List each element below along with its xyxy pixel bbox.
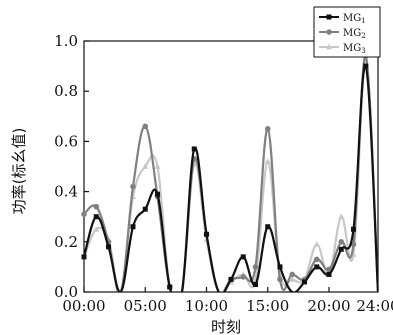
x-tick-label: 24:00: [356, 297, 393, 315]
legend-item-mg3: MG3: [319, 43, 366, 55]
data-point-mg2: [277, 276, 283, 283]
y-tick-label: 1.0: [54, 32, 78, 50]
data-point-mg3: [93, 226, 100, 232]
y-tick-label: 0.6: [54, 132, 78, 150]
data-point-mg3: [338, 213, 345, 220]
x-tick-label: 15:00: [246, 297, 289, 315]
plot-frame: [83, 40, 379, 293]
data-point-mg1: [130, 224, 136, 230]
legend-label-sub: 2: [361, 32, 365, 40]
data-point-mg1: [191, 146, 197, 152]
data-point-mg1: [265, 224, 271, 230]
data-point-mg1: [204, 231, 209, 237]
legend-item-mg1: MG1: [319, 13, 366, 25]
legend-item-mg2: MG2: [319, 28, 366, 40]
legend-marker: [326, 29, 332, 35]
y-axis-title: 功率(标幺值): [10, 128, 28, 215]
x-axis-title: 时刻: [211, 318, 241, 335]
x-tick-label: 10:00: [185, 297, 228, 315]
x-tick-label: 05:00: [124, 297, 167, 315]
data-point-mg2: [93, 203, 100, 210]
data-point-mg1: [240, 254, 246, 260]
data-point-mg2: [326, 266, 332, 273]
data-point-mg1: [142, 206, 148, 212]
data-point-mg1: [106, 244, 111, 250]
data-point-mg3: [142, 163, 149, 169]
data-point-mg1: [314, 264, 320, 270]
data-point-mg1: [253, 281, 258, 287]
legend-label: MG3: [343, 43, 366, 55]
legend-label-name: MG: [343, 13, 361, 24]
data-point-mg1: [363, 63, 369, 69]
data-point-mg2: [142, 123, 149, 130]
data-point-mg2: [338, 239, 345, 245]
legend-marker: [326, 14, 332, 20]
data-point-mg1: [277, 264, 283, 270]
data-point-mg1: [93, 214, 99, 220]
x-tick-label: 00:00: [62, 297, 105, 315]
x-tick-label: 20:00: [307, 297, 350, 315]
legend-label-name: MG: [343, 43, 361, 54]
data-point-mg3: [264, 158, 271, 164]
data-point-mg1: [326, 271, 332, 277]
data-point-mg1: [228, 276, 234, 282]
legend-label-sub: 1: [361, 17, 365, 25]
data-point-mg1: [338, 246, 344, 252]
data-point-mg2: [289, 271, 296, 278]
legend-label: MG2: [343, 28, 366, 40]
data-point-mg1: [81, 254, 87, 260]
y-tick-label: 0.4: [54, 183, 78, 201]
legend-marker: [326, 43, 332, 50]
data-point-mg3: [154, 163, 161, 169]
data-point-mg1: [167, 284, 173, 290]
data-point-mg2: [264, 126, 271, 132]
data-point-mg2: [313, 256, 320, 263]
data-point-mg1: [302, 279, 307, 285]
y-tick-label: 0.8: [54, 82, 78, 100]
series-line-mg1: [84, 64, 378, 292]
y-tick-label: 0.0: [54, 283, 78, 301]
data-point-mg3: [313, 241, 320, 247]
data-point-mg1: [351, 226, 356, 232]
legend-label-sub: 3: [361, 47, 365, 55]
data-point-mg1: [155, 191, 160, 197]
y-tick-label: 0.2: [54, 233, 78, 251]
legend-label: MG1: [343, 13, 366, 25]
data-point-mg2: [81, 211, 87, 217]
data-point-mg2: [240, 274, 247, 280]
data-point-mg2: [252, 264, 259, 270]
series-mg1: [81, 63, 378, 292]
axes: 0.0 0.2 0.4 0.6 0.8 1.0 00:00 05:00 10:00 15:00 20…: [54, 32, 393, 315]
data-point-mg2: [130, 183, 136, 190]
series-line-mg3: [84, 62, 378, 292]
legend-label-name: MG: [343, 28, 361, 39]
data-point-mg3: [289, 276, 296, 282]
series-layer: [81, 53, 378, 292]
